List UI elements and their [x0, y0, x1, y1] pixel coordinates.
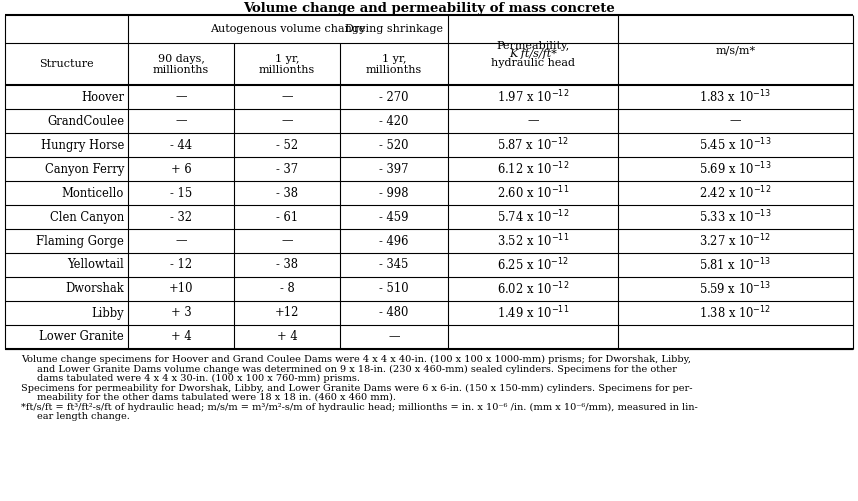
Text: Hungry Horse: Hungry Horse: [40, 138, 124, 151]
Text: - 44: - 44: [170, 138, 192, 151]
Text: 2.60 x 10$^{-11}$: 2.60 x 10$^{-11}$: [497, 185, 569, 201]
Text: - 459: - 459: [379, 210, 408, 223]
Text: Drying shrinkage: Drying shrinkage: [345, 24, 443, 34]
Text: and Lower Granite Dams volume change was determined on 9 x 18-in. (230 x 460-mm): and Lower Granite Dams volume change was…: [37, 365, 677, 374]
Text: + 6: + 6: [171, 162, 191, 175]
Text: —: —: [281, 91, 293, 104]
Text: 5.69 x 10$^{-13}$: 5.69 x 10$^{-13}$: [699, 161, 771, 177]
Text: —: —: [175, 115, 187, 127]
Text: Volume change specimens for Hoover and Grand Coulee Dams were 4 x 4 x 40-in. (10: Volume change specimens for Hoover and G…: [21, 355, 691, 364]
Text: - 38: - 38: [276, 186, 298, 199]
Text: —: —: [281, 234, 293, 247]
Text: 6.25 x 10$^{-12}$: 6.25 x 10$^{-12}$: [497, 257, 569, 274]
Text: Clen Canyon: Clen Canyon: [50, 210, 124, 223]
Text: 5.87 x 10$^{-12}$: 5.87 x 10$^{-12}$: [497, 137, 569, 153]
Text: —: —: [281, 115, 293, 127]
Text: - 32: - 32: [170, 210, 192, 223]
Text: + 4: + 4: [276, 331, 298, 344]
Text: —: —: [175, 234, 187, 247]
Text: - 520: - 520: [379, 138, 408, 151]
Text: Yellowtail: Yellowtail: [67, 259, 124, 272]
Text: Dworshak: Dworshak: [65, 283, 124, 296]
Text: 1.38 x 10$^{-12}$: 1.38 x 10$^{-12}$: [699, 305, 771, 321]
Text: - 496: - 496: [379, 234, 408, 247]
Text: Autogenous volume change: Autogenous volume change: [210, 24, 366, 34]
Text: - 480: - 480: [379, 307, 408, 320]
Text: —: —: [175, 91, 187, 104]
Text: 5.74 x 10$^{-12}$: 5.74 x 10$^{-12}$: [497, 209, 569, 225]
Text: —: —: [389, 331, 400, 344]
Text: - 52: - 52: [276, 138, 298, 151]
Text: millionths: millionths: [366, 65, 422, 75]
Text: hydraulic head: hydraulic head: [491, 58, 575, 68]
Text: millionths: millionths: [259, 65, 315, 75]
Text: 90 days,: 90 days,: [158, 54, 204, 64]
Text: 5.81 x 10$^{-13}$: 5.81 x 10$^{-13}$: [699, 257, 771, 274]
Text: 6.02 x 10$^{-12}$: 6.02 x 10$^{-12}$: [497, 281, 569, 297]
Text: 1 yr,: 1 yr,: [382, 54, 406, 64]
Text: Flaming Gorge: Flaming Gorge: [36, 234, 124, 247]
Text: + 3: + 3: [171, 307, 191, 320]
Text: Lower Granite: Lower Granite: [39, 331, 124, 344]
Text: +12: +12: [275, 307, 299, 320]
Text: 6.12 x 10$^{-12}$: 6.12 x 10$^{-12}$: [497, 161, 569, 177]
Text: 1.49 x 10$^{-11}$: 1.49 x 10$^{-11}$: [497, 305, 569, 321]
Text: 3.52 x 10$^{-11}$: 3.52 x 10$^{-11}$: [497, 232, 569, 249]
Text: GrandCoulee: GrandCoulee: [47, 115, 124, 127]
Text: - 510: - 510: [379, 283, 408, 296]
Text: 5.45 x 10$^{-13}$: 5.45 x 10$^{-13}$: [699, 137, 771, 153]
Text: - 397: - 397: [379, 162, 408, 175]
Text: —: —: [528, 115, 539, 127]
Text: + 4: + 4: [171, 331, 191, 344]
Text: Hoover: Hoover: [81, 91, 124, 104]
Text: Structure: Structure: [39, 59, 94, 69]
Text: meability for the other dams tabulated were 18 x 18 in. (460 x 460 mm).: meability for the other dams tabulated w…: [37, 393, 396, 402]
Text: Canyon Ferry: Canyon Ferry: [45, 162, 124, 175]
Text: millionths: millionths: [153, 65, 209, 75]
Text: - 8: - 8: [280, 283, 294, 296]
Text: +10: +10: [169, 283, 193, 296]
Text: 1.97 x 10$^{-12}$: 1.97 x 10$^{-12}$: [497, 89, 569, 105]
Text: - 61: - 61: [276, 210, 298, 223]
Text: Volume change and permeability of mass concrete: Volume change and permeability of mass c…: [243, 2, 615, 15]
Text: 5.59 x 10$^{-13}$: 5.59 x 10$^{-13}$: [699, 281, 771, 297]
Text: —: —: [730, 115, 741, 127]
Text: 3.27 x 10$^{-12}$: 3.27 x 10$^{-12}$: [699, 232, 771, 249]
Text: dams tabulated were 4 x 4 x 30-in. (100 x 100 x 760-mm) prisms.: dams tabulated were 4 x 4 x 30-in. (100 …: [37, 374, 360, 383]
Text: Monticello: Monticello: [62, 186, 124, 199]
Text: m/s/m*: m/s/m*: [716, 45, 756, 55]
Text: 2.42 x 10$^{-12}$: 2.42 x 10$^{-12}$: [699, 185, 771, 201]
Text: - 345: - 345: [379, 259, 408, 272]
Text: - 12: - 12: [170, 259, 192, 272]
Text: Libby: Libby: [91, 307, 124, 320]
Text: Permeability,: Permeability,: [497, 41, 570, 51]
Text: - 420: - 420: [379, 115, 408, 127]
Text: - 37: - 37: [276, 162, 298, 175]
Text: - 38: - 38: [276, 259, 298, 272]
Text: 1 yr,: 1 yr,: [275, 54, 299, 64]
Text: *ft/s/ft = ft³/ft²-s/ft of hydraulic head; m/s/m = m³/m²-s/m of hydraulic head; : *ft/s/ft = ft³/ft²-s/ft of hydraulic hea…: [21, 402, 698, 412]
Text: K ft/s/ft*: K ft/s/ft*: [509, 49, 557, 59]
Text: Specimens for permeability for Dworshak, Libby, and Lower Granite Dams were 6 x : Specimens for permeability for Dworshak,…: [21, 383, 692, 393]
Text: - 270: - 270: [379, 91, 408, 104]
Text: ear length change.: ear length change.: [37, 412, 130, 421]
Text: 1.83 x 10$^{-13}$: 1.83 x 10$^{-13}$: [699, 89, 771, 105]
Text: - 15: - 15: [170, 186, 192, 199]
Text: 5.33 x 10$^{-13}$: 5.33 x 10$^{-13}$: [699, 209, 771, 225]
Text: - 998: - 998: [379, 186, 408, 199]
